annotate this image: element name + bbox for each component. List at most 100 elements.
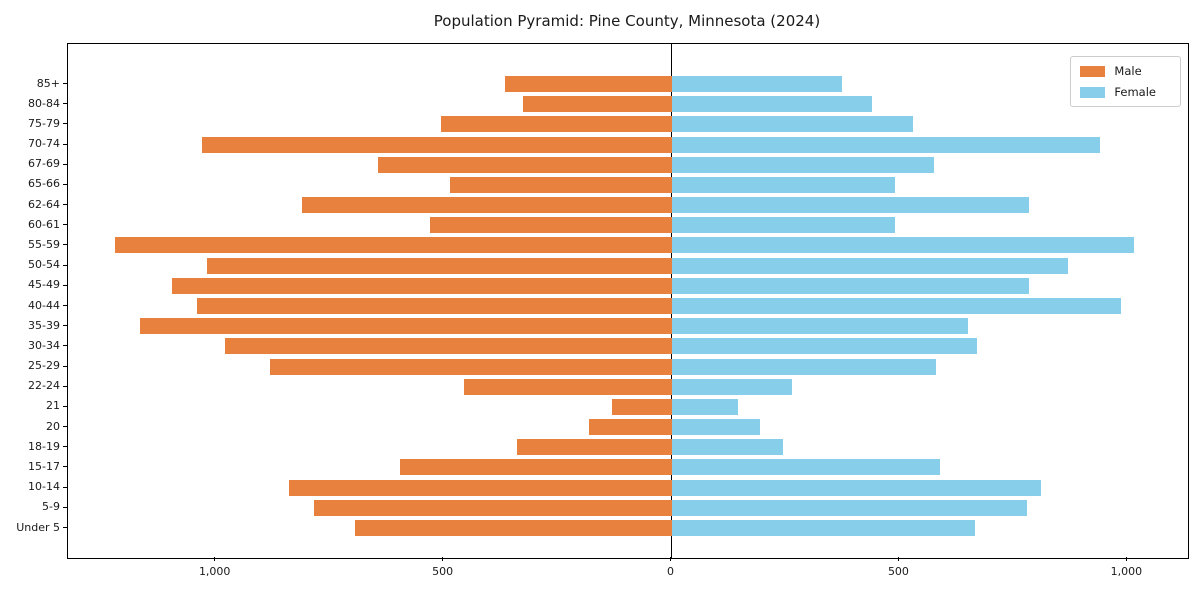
x-tick-mark bbox=[897, 557, 899, 561]
x-tick-mark bbox=[214, 557, 216, 561]
female-bar-70-74 bbox=[671, 136, 1101, 153]
y-tick-mark bbox=[63, 506, 67, 508]
female-bar-40-44 bbox=[671, 298, 1121, 314]
y-tick-label-55-59: 55-59 bbox=[28, 237, 60, 251]
female-bar-60-61 bbox=[671, 217, 895, 234]
x-tick-mark bbox=[670, 557, 672, 561]
female-bar-30-34 bbox=[671, 338, 977, 355]
y-tick-label-80-84: 80-84 bbox=[28, 96, 60, 110]
male-bar-67-69 bbox=[377, 156, 672, 173]
male-bar-62-64 bbox=[302, 197, 672, 214]
female-bar-25-29 bbox=[671, 358, 936, 375]
male-bar-85+ bbox=[505, 76, 672, 92]
female-bar-5-9 bbox=[671, 499, 1028, 516]
male-bar-18-19 bbox=[516, 439, 672, 456]
x-tick-mark bbox=[1125, 557, 1127, 561]
y-tick-label-18-19: 18-19 bbox=[28, 439, 60, 453]
female-bar-50-54 bbox=[671, 257, 1069, 274]
y-tick-label-20: 20 bbox=[46, 419, 60, 433]
female-bar-22-24 bbox=[671, 378, 793, 395]
plot-area: Male Female bbox=[67, 43, 1189, 559]
y-tick-mark bbox=[63, 345, 67, 347]
male-bar-20 bbox=[589, 419, 672, 436]
female-bar-35-39 bbox=[671, 318, 968, 335]
y-tick-mark bbox=[63, 527, 67, 528]
y-tick-mark bbox=[63, 446, 67, 448]
x-tick-mark bbox=[442, 557, 444, 561]
male-bar-Under 5 bbox=[354, 520, 672, 536]
female-bar-15-17 bbox=[671, 459, 941, 476]
y-tick-mark bbox=[63, 284, 67, 286]
y-tick-mark bbox=[63, 224, 67, 226]
y-tick-label-67-69: 67-69 bbox=[28, 157, 60, 171]
male-bar-5-9 bbox=[313, 499, 672, 516]
male-bar-45-49 bbox=[172, 277, 672, 294]
y-tick-mark bbox=[63, 143, 67, 145]
male-bar-50-54 bbox=[206, 257, 672, 274]
y-tick-label-21: 21 bbox=[46, 399, 60, 413]
x-tick-label-0: 0 bbox=[667, 565, 675, 578]
y-tick-label-65-66: 65-66 bbox=[28, 177, 60, 191]
female-bar-75-79 bbox=[671, 116, 914, 133]
y-tick-label-30-34: 30-34 bbox=[28, 338, 60, 352]
y-tick-label-35-39: 35-39 bbox=[28, 318, 60, 332]
male-bar-70-74 bbox=[202, 136, 672, 153]
y-tick-label-5-9: 5-9 bbox=[42, 500, 60, 514]
y-tick-mark bbox=[63, 183, 67, 185]
y-tick-mark bbox=[63, 466, 67, 468]
y-tick-label-15-17: 15-17 bbox=[28, 459, 60, 473]
y-tick-label-25-29: 25-29 bbox=[28, 359, 60, 373]
legend-male-label: Male bbox=[1114, 64, 1142, 78]
male-bar-15-17 bbox=[400, 459, 672, 476]
female-bar-Under 5 bbox=[671, 520, 975, 536]
y-tick-mark bbox=[63, 123, 67, 125]
y-tick-mark bbox=[63, 264, 67, 266]
y-tick-label-62-64: 62-64 bbox=[28, 197, 60, 211]
female-bar-80-84 bbox=[671, 96, 873, 113]
male-bar-21 bbox=[612, 398, 672, 415]
x-tick-label-500: 500 bbox=[887, 565, 909, 578]
y-tick-label-40-44: 40-44 bbox=[28, 298, 60, 312]
y-tick-mark bbox=[63, 163, 67, 165]
y-tick-mark bbox=[63, 426, 67, 428]
y-axis-labels: 85+ 80-84 75-79 70-74 67-69 65-66 62-64 60-61 55… bbox=[0, 43, 60, 557]
y-tick-label-60-61: 60-61 bbox=[28, 217, 60, 231]
male-bar-10-14 bbox=[288, 479, 672, 496]
zero-axis-line bbox=[670, 44, 673, 558]
female-bar-21 bbox=[671, 398, 738, 415]
female-bar-85+ bbox=[671, 76, 843, 92]
y-tick-mark bbox=[63, 305, 67, 306]
male-bar-80-84 bbox=[523, 96, 672, 113]
y-tick-label-85+: 85+ bbox=[36, 76, 60, 90]
chart-title: Population Pyramid: Pine County, Minneso… bbox=[433, 12, 821, 30]
y-tick-label-75-79: 75-79 bbox=[28, 116, 60, 130]
female-bar-20 bbox=[671, 419, 761, 436]
y-tick-mark bbox=[63, 325, 67, 327]
legend-item-male: Male bbox=[1080, 64, 1170, 78]
male-bar-30-34 bbox=[224, 338, 672, 355]
y-tick-mark bbox=[63, 385, 67, 387]
legend-female-label: Female bbox=[1114, 85, 1156, 99]
y-tick-label-50-54: 50-54 bbox=[28, 258, 60, 272]
male-color-swatch bbox=[1080, 65, 1106, 77]
y-tick-label-10-14: 10-14 bbox=[28, 480, 60, 494]
female-bar-18-19 bbox=[671, 439, 784, 456]
male-bar-40-44 bbox=[197, 298, 672, 314]
female-color-swatch bbox=[1080, 86, 1106, 98]
female-bar-67-69 bbox=[671, 156, 934, 173]
male-bar-25-29 bbox=[270, 358, 672, 375]
y-tick-label-Under 5: Under 5 bbox=[16, 520, 60, 534]
male-bar-55-59 bbox=[115, 237, 672, 254]
x-tick-label-1,000: 1,000 bbox=[198, 565, 231, 578]
male-bar-22-24 bbox=[464, 378, 672, 395]
y-tick-mark bbox=[63, 244, 67, 246]
male-bar-65-66 bbox=[450, 176, 672, 193]
female-bar-55-59 bbox=[671, 237, 1135, 254]
y-tick-label-22-24: 22-24 bbox=[28, 379, 60, 393]
y-tick-mark bbox=[63, 365, 67, 367]
female-bar-65-66 bbox=[671, 176, 895, 193]
x-tick-label-500: 500 bbox=[432, 565, 454, 578]
legend-item-female: Female bbox=[1080, 85, 1170, 99]
legend: Male Female bbox=[1070, 56, 1181, 107]
